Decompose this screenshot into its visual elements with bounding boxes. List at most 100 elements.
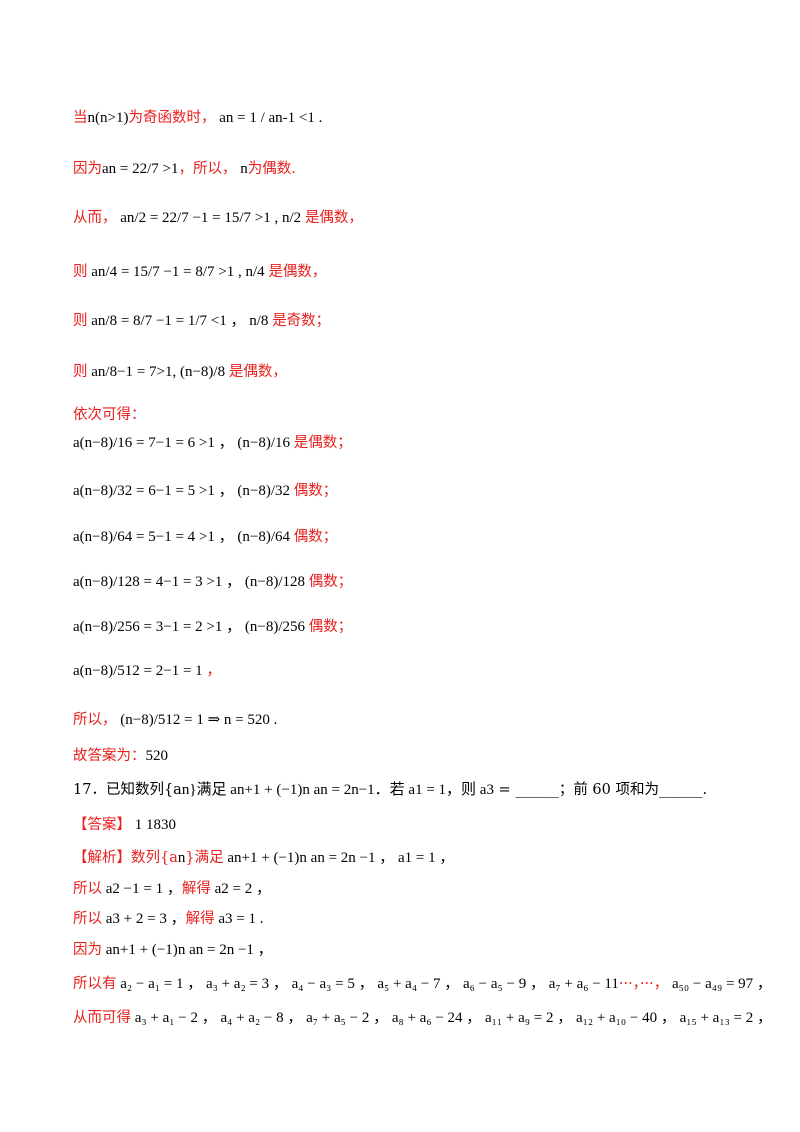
text-line: 所以， (n−8)/512 = 1 ⇒ n = 520 . bbox=[73, 710, 740, 730]
text-segment: a bbox=[87, 313, 98, 329]
text-segment: = 3−1 = 2 >1 ， (n−8)/256 bbox=[139, 619, 309, 635]
text-segment: (n−8)/128 bbox=[79, 574, 140, 590]
text-line: 故答案为：520 bbox=[73, 746, 740, 766]
text-line: a(n−8)/32 = 6−1 = 5 >1 ， (n−8)/32 偶数； bbox=[73, 481, 740, 501]
text-segment: 为偶数. bbox=[247, 161, 296, 177]
text-segment: n bbox=[317, 850, 325, 866]
text-line: a(n−8)/256 = 3−1 = 2 >1 ， (n−8)/256 偶数； bbox=[73, 617, 740, 637]
text-segment: 偶数； bbox=[308, 574, 353, 590]
text-line: a(n−8)/64 = 5−1 = 4 >1 ， (n−8)/64 偶数； bbox=[73, 527, 740, 547]
text-line: 【答案】 1 1830 bbox=[73, 815, 740, 835]
text-segment: = 1 ， bbox=[412, 850, 455, 866]
text-line: a(n−8)/128 = 4−1 = 3 >1 ， (n−8)/128 偶数； bbox=[73, 572, 740, 592]
text-segment: n bbox=[320, 782, 328, 798]
text-segment: = 5−1 = 4 >1 ， (n−8)/64 bbox=[132, 529, 294, 545]
text-segment: a bbox=[73, 529, 80, 545]
text-line: 当n(n>1)为奇函数时， an = 1 / an-1 <1 . bbox=[73, 108, 740, 128]
text-segment: 所以， bbox=[73, 712, 117, 728]
text-segment: a bbox=[185, 942, 196, 958]
text-line: 则 an/4 = 15/7 −1 = 8/7 >1 , n/4 是偶数， bbox=[73, 262, 740, 282]
text-segment: + (−1) bbox=[257, 850, 300, 866]
text-segment: + (−1) bbox=[260, 782, 303, 798]
text-segment: = 6−1 = 5 >1 ， (n−8)/32 bbox=[132, 483, 294, 499]
text-segment: n+1 bbox=[236, 782, 261, 798]
text-segment: 为奇函数时， bbox=[128, 110, 216, 126]
text-segment: n(n>1) bbox=[87, 110, 129, 126]
text-segment: a bbox=[73, 574, 80, 590]
text-segment: 1 bbox=[415, 782, 423, 798]
text-line: 因为an = 22/7 >1，所以， n为偶数. bbox=[73, 159, 740, 179]
text-segment: n bbox=[236, 161, 248, 177]
text-segment: <1 . bbox=[295, 110, 323, 126]
text-segment: 则 bbox=[73, 313, 88, 329]
text-segment: 1 bbox=[404, 850, 413, 866]
text-segment: 所以 bbox=[73, 881, 102, 897]
text-segment: = 1，则 a bbox=[422, 782, 487, 798]
text-segment: 解得 bbox=[181, 881, 211, 897]
text-segment: (n−8)/16 bbox=[79, 435, 133, 451]
text-segment: = 8/7 −1 = 1/7 <1 ， n/8 bbox=[117, 313, 273, 329]
text-segment: 3 bbox=[225, 911, 233, 927]
text-segment: a bbox=[102, 942, 113, 958]
text-segment: a bbox=[223, 850, 235, 866]
text-segment: n bbox=[177, 850, 186, 866]
text-segment: n bbox=[302, 782, 310, 798]
text-segment: = 1 / a bbox=[233, 110, 276, 126]
text-segment: ，所以， bbox=[178, 161, 237, 177]
text-segment: 依次可得： bbox=[73, 407, 146, 423]
text-line: 所以 a3 + 2 = 3 ，解得 a3 = 1 . bbox=[73, 909, 740, 929]
text-segment: = ______；前 60 项和为______. bbox=[493, 782, 708, 798]
text-line: a(n−8)/512 = 2−1 = 1 ， bbox=[73, 661, 740, 681]
text-segment: 是偶数， bbox=[304, 210, 363, 226]
text-segment: n bbox=[299, 850, 307, 866]
text-segment: 因为 bbox=[73, 161, 102, 177]
text-segment: 【答案】 bbox=[73, 817, 131, 833]
text-segment: a bbox=[210, 881, 222, 897]
text-segment: a bbox=[215, 110, 226, 126]
text-segment: 1 1830 bbox=[131, 817, 176, 833]
text-segment: = 7>1, (n−8)/8 bbox=[133, 364, 229, 380]
text-line: 所以 a2 −1 = 1 ，解得 a2 = 2 ， bbox=[73, 879, 740, 899]
text-segment: (n−8)/512 bbox=[79, 663, 140, 679]
text-segment: (n−8)/64 bbox=[79, 529, 133, 545]
text-segment: 解得 bbox=[185, 911, 215, 927]
text-segment: 偶数； bbox=[308, 619, 353, 635]
text-segment: a bbox=[102, 911, 113, 927]
text-segment: n/8 bbox=[97, 313, 118, 329]
text-segment: n+1 bbox=[234, 850, 258, 866]
text-segment: = 2n −1 ， bbox=[203, 942, 273, 958]
text-segment: + (−1) bbox=[135, 942, 178, 958]
text-segment: = 22/7 −1 = 15/7 >1 , n/2 bbox=[146, 210, 305, 226]
text-segment: n bbox=[225, 110, 234, 126]
text-segment: = 1 . bbox=[232, 911, 264, 927]
text-segment: 17．已知数列{a bbox=[73, 782, 182, 798]
text-segment: 3 bbox=[486, 782, 494, 798]
text-segment: a bbox=[102, 161, 109, 177]
text-segment: a₂ − a₁ = 1 ， a₃ + a₂ = 3 ， a₄ − a₃ = 5 … bbox=[116, 976, 619, 992]
text-segment: ···，···， bbox=[618, 976, 669, 992]
text-segment: + 2 = 3 ， bbox=[119, 911, 186, 927]
text-segment: }满足 bbox=[185, 850, 224, 866]
text-line: a(n−8)/16 = 7−1 = 6 >1 ， (n−8)/16 是偶数； bbox=[73, 433, 740, 453]
text-segment: 从而可得 bbox=[73, 1010, 131, 1026]
text-segment: 所以有 bbox=[73, 976, 117, 992]
text-line: 从而， an/2 = 22/7 −1 = 15/7 >1 , n/2 是偶数， bbox=[73, 208, 740, 228]
text-segment: 从而， bbox=[73, 210, 117, 226]
text-segment: 当 bbox=[73, 110, 88, 126]
text-segment: 是偶数； bbox=[293, 435, 352, 451]
text-segment: = 7−1 = 6 >1 ， (n−8)/16 bbox=[132, 435, 294, 451]
text-segment: 2 bbox=[112, 881, 120, 897]
text-segment: (n−8)/512 = 1 ⇒ n = 520 . bbox=[116, 712, 278, 728]
text-segment: 则 bbox=[73, 364, 88, 380]
text-segment: 故答案为： bbox=[73, 748, 146, 764]
text-segment: 【解析】数列{a bbox=[73, 850, 178, 866]
text-line: 依次可得： bbox=[73, 405, 740, 425]
text-segment: a bbox=[73, 435, 80, 451]
text-line: 所以有 a₂ − a₁ = 1 ， a₃ + a₂ = 3 ， a₄ − a₃ … bbox=[73, 974, 772, 994]
text-segment: 因为 bbox=[73, 942, 102, 958]
text-segment: 是奇数； bbox=[272, 313, 331, 329]
text-segment: = 22/7 >1 bbox=[116, 161, 179, 177]
text-segment: −1 = 1 ， bbox=[119, 881, 182, 897]
text-segment: a bbox=[102, 881, 113, 897]
text-segment: a₃ + a₁ − 2 ， a₄ + a₂ − 8 ， a₇ + a₅ − 2 … bbox=[131, 1010, 773, 1026]
